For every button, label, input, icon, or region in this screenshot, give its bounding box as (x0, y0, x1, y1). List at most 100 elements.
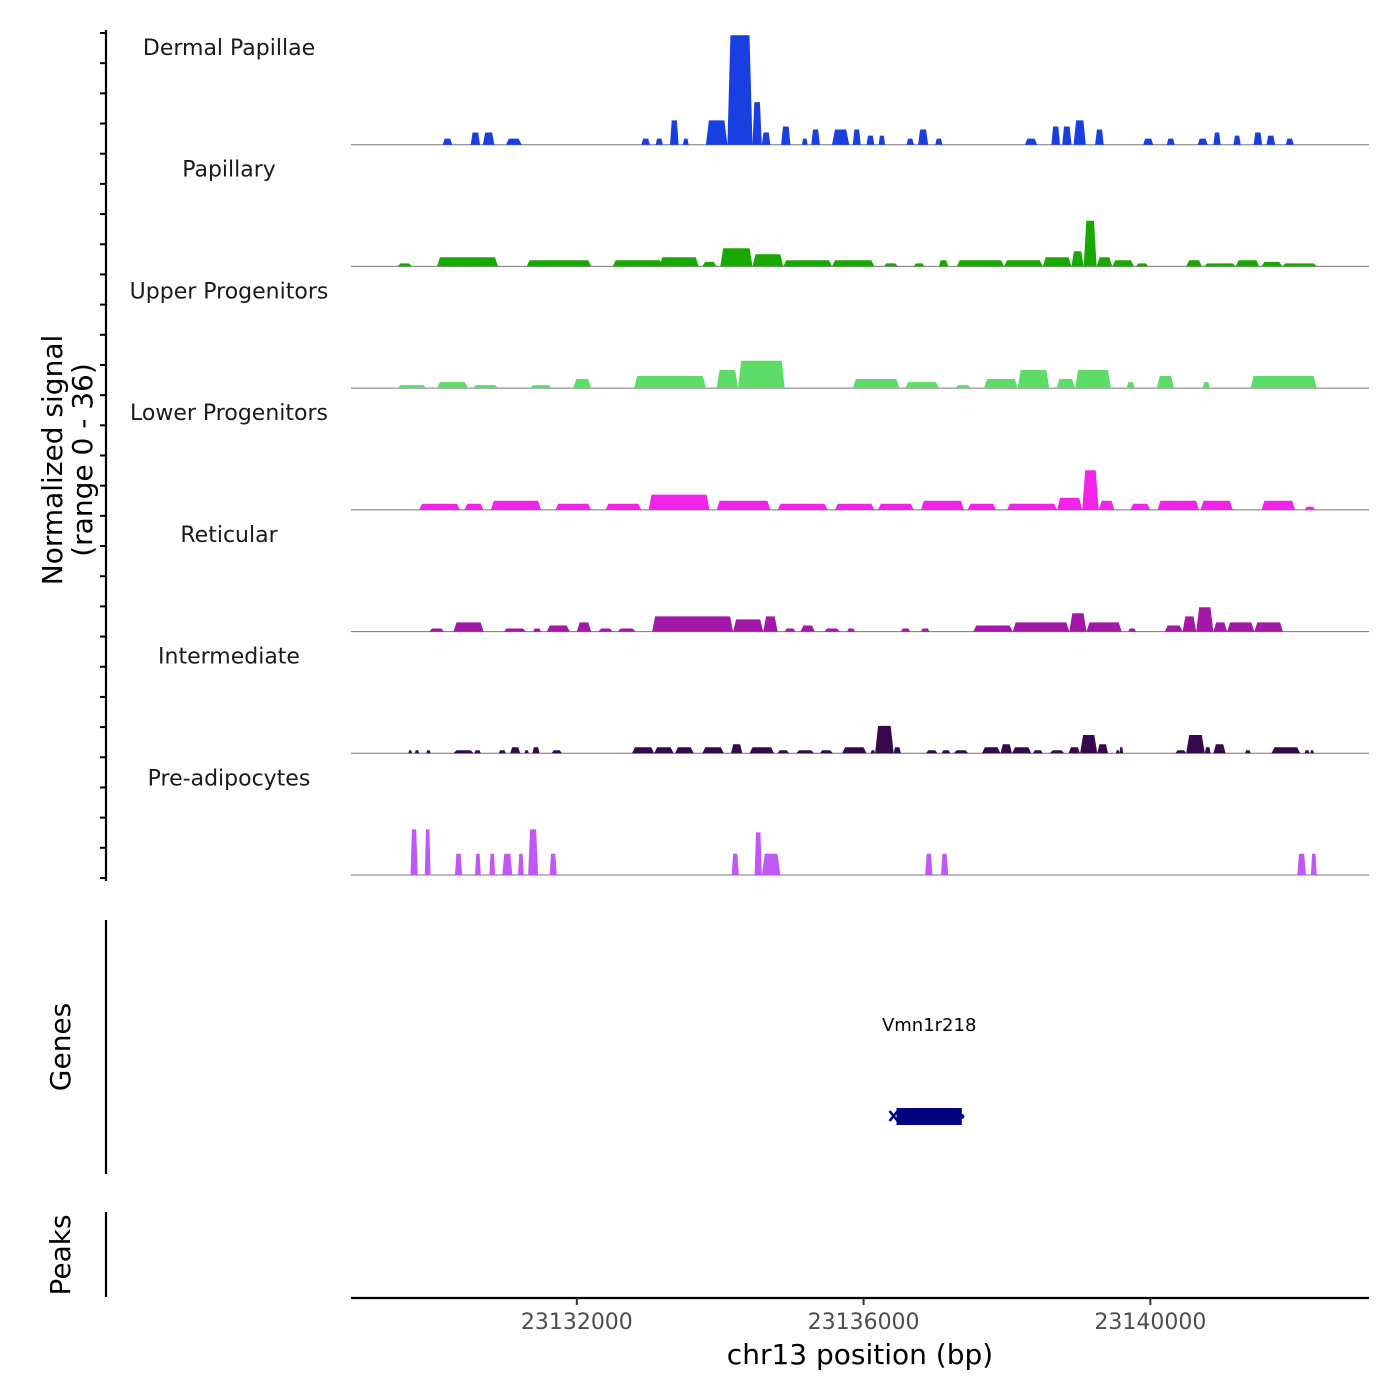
signal-peak (727, 35, 753, 145)
track-label: Dermal Papillae (143, 36, 315, 61)
signal-peak (675, 747, 694, 754)
signal-peak (429, 628, 445, 632)
signal-peak (655, 138, 663, 145)
signal-peak (877, 503, 914, 510)
gene-strand-marker (888, 1110, 899, 1122)
genes-panel-label: Genes (44, 1003, 77, 1091)
signal-peak (716, 369, 739, 389)
signal-peak (783, 260, 832, 267)
signal-peak (883, 263, 898, 267)
signal-peak (777, 503, 828, 510)
signal-peak (524, 750, 529, 754)
signal-peak (474, 750, 481, 754)
signal-peak (648, 494, 710, 510)
signal-peak (1086, 622, 1122, 632)
signal-peak (1202, 382, 1210, 389)
signal-peak (1254, 622, 1283, 632)
signal-peak (1213, 132, 1221, 145)
signal-peak (819, 750, 833, 754)
signal-peak (906, 138, 914, 145)
signal-peak (1297, 853, 1306, 875)
signal-peak (1164, 625, 1183, 632)
signal-peak (654, 747, 674, 754)
track-label: Intermediate (158, 645, 300, 670)
signal-peak (532, 747, 540, 754)
signal-peak (482, 132, 495, 145)
track-label: Upper Progenitors (130, 279, 329, 304)
signal-peak (453, 750, 474, 754)
signal-peak (1166, 138, 1175, 145)
signal-peak (1128, 628, 1136, 632)
signal-peak (1245, 750, 1251, 754)
signal-peak (419, 503, 460, 510)
signal-peak (1062, 126, 1072, 145)
y-axis-title: Normalized signal (range 0 - 36) (36, 335, 99, 586)
signal-peak (705, 120, 728, 145)
signal-peak (503, 628, 526, 632)
signal-peak (920, 500, 964, 510)
signal-peak (1012, 747, 1032, 754)
x-tick-label: 23136000 (808, 1310, 920, 1335)
signal-peak (1004, 260, 1043, 267)
signal-peak (1253, 132, 1263, 145)
gene-body (896, 1108, 962, 1125)
signal-peak (1083, 220, 1097, 267)
signal-peak (763, 616, 778, 632)
signal-peak (1136, 263, 1149, 267)
signal-peak (1056, 379, 1076, 389)
signal-peak (800, 625, 815, 632)
signal-peak (475, 853, 481, 875)
signal-peak (905, 382, 939, 389)
signal-peak (437, 382, 468, 389)
track-lower-progenitors: Lower Progenitors (130, 401, 1369, 511)
signal-peak (1069, 613, 1087, 632)
signal-peak (1115, 750, 1120, 754)
signal-peak (530, 385, 552, 389)
signal-peak (598, 628, 613, 632)
signal-peak (414, 750, 420, 754)
signal-peak (749, 747, 774, 754)
signal-peak (455, 853, 463, 875)
signal-peak (652, 616, 734, 632)
signal-peak (955, 385, 972, 389)
signal-peak (925, 853, 933, 875)
signal-peak (796, 750, 815, 754)
signal-peak (1000, 744, 1012, 754)
signal-peak (811, 129, 820, 145)
signal-peak (941, 750, 951, 754)
x-tick-label: 23140000 (1094, 1310, 1206, 1335)
signal-peak (1186, 735, 1205, 754)
signal-peak (801, 138, 808, 145)
signal-peak (1017, 369, 1050, 389)
signal-peak (518, 853, 524, 875)
signal-peak (875, 725, 894, 754)
signal-peak (1204, 263, 1236, 267)
signal-peak (1130, 503, 1151, 510)
signal-peak (1213, 744, 1226, 754)
signal-peak (973, 625, 1013, 632)
signal-peak (546, 625, 570, 632)
signal-peak (410, 829, 418, 875)
signal-peak (464, 503, 484, 510)
signal-peak (1196, 607, 1214, 632)
signal-peak (731, 853, 739, 875)
signal-peak (424, 829, 431, 875)
signal-peak (682, 138, 689, 145)
signal-peak (490, 500, 541, 510)
signal-peak (1175, 750, 1187, 754)
signal-peak (1073, 120, 1086, 145)
signal-peak (632, 747, 655, 754)
signal-peak (1261, 500, 1296, 510)
signal-peak (1250, 376, 1317, 389)
signal-peak (752, 254, 784, 267)
signal-peak (634, 376, 706, 389)
signal-peak (938, 260, 949, 267)
signal-peak (1310, 750, 1314, 754)
signal-peak (967, 503, 997, 510)
signal-peak (1204, 747, 1211, 754)
signal-peak (1197, 138, 1208, 145)
signal-peak (470, 132, 480, 145)
signal-peak (1097, 744, 1108, 754)
signal-tracks: Dermal Papillae Papillary Upper Progenitor… (130, 35, 1369, 876)
signal-peak (1282, 263, 1317, 267)
